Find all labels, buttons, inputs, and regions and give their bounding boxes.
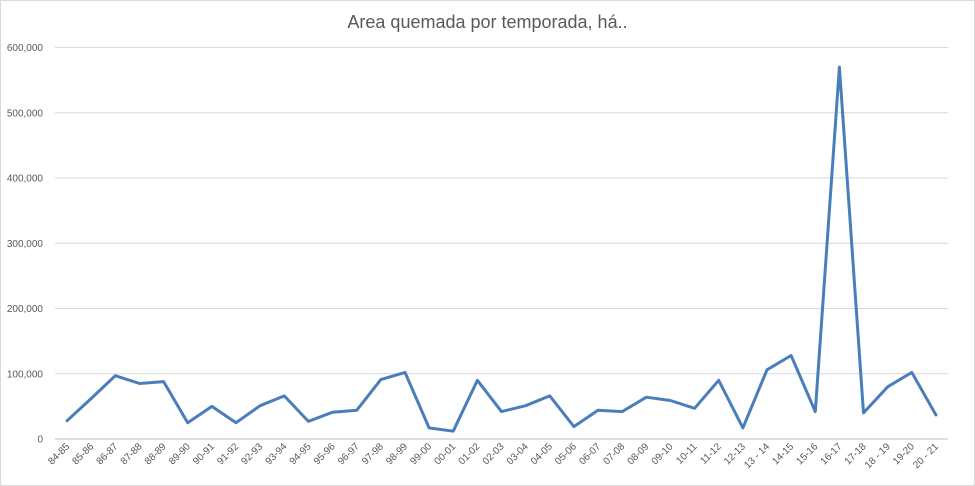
x-tick-label: 18 - 19 <box>863 441 893 471</box>
x-tick-label: 84-85 <box>46 441 72 467</box>
x-tick-label: 91-92 <box>215 441 241 467</box>
y-tick-label: 500,000 <box>7 108 44 119</box>
x-tick-label: 95-96 <box>312 441 338 467</box>
x-tick-label: 94-95 <box>288 441 314 467</box>
x-tick-label: 07-08 <box>601 441 627 467</box>
series-line <box>65 65 938 433</box>
x-tick-label: 96-97 <box>336 441 362 467</box>
x-tick-label: 85-86 <box>70 441 96 467</box>
x-tick-label: 97-98 <box>360 441 386 467</box>
x-tick-label: 20 - 21 <box>911 441 941 471</box>
x-tick-label: 98-99 <box>384 441 410 467</box>
x-tick-label: 05-06 <box>553 441 579 467</box>
x-tick-label: 09-10 <box>650 441 676 467</box>
x-tick-label: 86-87 <box>95 441 121 467</box>
x-tick-label: 93-94 <box>264 441 290 467</box>
x-tick-label: 92-93 <box>239 441 265 467</box>
chart-title: Area quemada por temporada, há.. <box>347 12 628 32</box>
y-tick-label: 200,000 <box>7 304 44 315</box>
y-tick-label: 400,000 <box>7 174 44 185</box>
x-tick-label: 90-91 <box>191 441 217 467</box>
x-tick-label: 08-09 <box>626 441 652 467</box>
x-tick-label: 11-12 <box>698 441 724 467</box>
x-tick-label: 04-05 <box>529 441 555 467</box>
x-tick-label: 02-03 <box>481 441 507 467</box>
x-tick-label: 14-15 <box>770 441 796 467</box>
x-tick-label: 15-16 <box>795 441 821 467</box>
x-tick-label: 99-00 <box>408 441 434 467</box>
x-tick-label: 16-17 <box>819 441 845 467</box>
y-tick-label: 100,000 <box>7 369 44 380</box>
y-tick-label: 300,000 <box>7 239 44 250</box>
y-tick-label: 600,000 <box>7 43 44 54</box>
x-tick-label: 13 - 14 <box>742 441 772 471</box>
x-tick-label: 06-07 <box>577 441 603 467</box>
x-tick-label: 87-88 <box>119 441 145 467</box>
x-tick-label: 03-04 <box>505 441 531 467</box>
x-tick-label: 00-01 <box>432 441 458 467</box>
y-tick-label: 0 <box>37 435 43 446</box>
x-tick-label: 10-11 <box>674 441 700 467</box>
x-tick-label: 88-89 <box>143 441 169 467</box>
x-tick-label: 89-90 <box>167 441 193 467</box>
x-tick-label: 01-02 <box>457 441 483 467</box>
